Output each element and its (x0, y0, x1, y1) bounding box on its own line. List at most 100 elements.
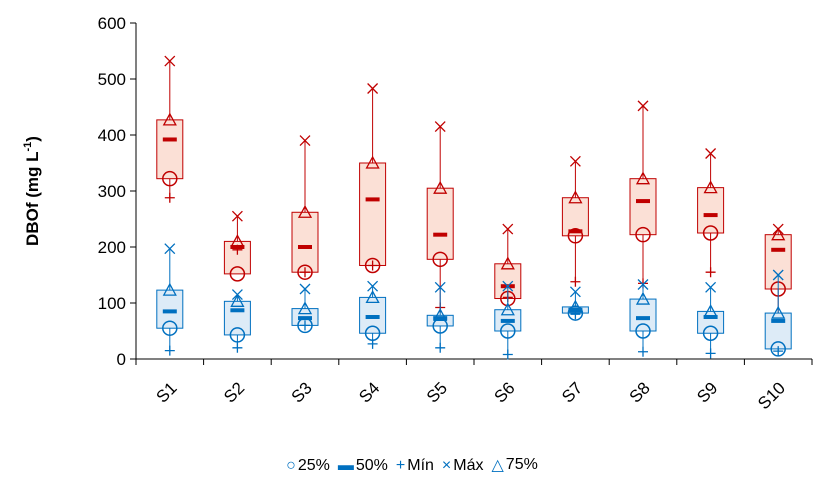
max-marker (299, 135, 311, 147)
x-tick-label: S10 (754, 378, 789, 413)
legend-label: 75% (505, 456, 538, 473)
q1-marker (567, 305, 584, 321)
box-iqr (359, 162, 387, 266)
max-marker (164, 55, 176, 67)
q3-marker (230, 293, 245, 307)
max-marker (502, 223, 514, 235)
max-marker (637, 279, 649, 290)
max-marker (367, 83, 379, 94)
max-marker (434, 121, 446, 133)
y-axis-title-close: ) (23, 136, 42, 142)
legend-item: × Máx (442, 457, 484, 475)
q1-marker (635, 226, 651, 243)
y-axis-title: DBOf (mg L-1) (22, 136, 42, 246)
legend-symbol: △ (491, 457, 504, 474)
box-iqr (697, 310, 725, 334)
min-marker (232, 244, 243, 255)
q1-marker (635, 323, 651, 339)
max-marker (772, 269, 784, 281)
x-tick-label: S8 (626, 378, 654, 406)
q3-marker (433, 307, 448, 321)
q3-marker (500, 302, 515, 316)
max-marker (705, 148, 717, 159)
x-tick-label: S2 (220, 378, 248, 406)
max-marker (164, 243, 176, 255)
min-marker (232, 342, 243, 353)
q1-marker (702, 225, 719, 241)
max-marker (569, 286, 581, 298)
max-marker (569, 155, 581, 167)
y-axis-title-superscript: -1 (22, 142, 34, 152)
q1-marker (702, 325, 719, 341)
q3-marker (162, 112, 177, 126)
max-marker (502, 280, 514, 292)
min-marker (164, 192, 175, 203)
max-marker (772, 223, 784, 235)
box-iqr (629, 178, 657, 236)
q1-marker (229, 327, 246, 343)
max-marker (231, 289, 243, 301)
q3-marker (635, 171, 651, 185)
q1-marker (432, 251, 448, 268)
min-marker (367, 260, 378, 271)
q1-marker (229, 266, 246, 282)
q3-marker (635, 291, 651, 305)
x-tick-label: S6 (490, 378, 518, 406)
x-tick-label: S3 (288, 378, 316, 406)
min-marker (638, 346, 648, 357)
max-marker (299, 283, 311, 295)
y-tick-label: 100 (98, 294, 126, 313)
min-marker (570, 309, 581, 320)
q1-marker (432, 318, 448, 334)
max-marker (637, 100, 649, 112)
y-tick-label: 300 (98, 182, 126, 201)
legend-label: 25% (297, 457, 330, 474)
box-iqr (426, 187, 454, 260)
q3-marker (433, 180, 448, 194)
legend-symbol: × (441, 457, 452, 474)
y-tick-label: 400 (98, 126, 126, 145)
y-tick-label: 600 (98, 14, 126, 33)
min-marker (773, 346, 784, 357)
min-marker (570, 276, 581, 287)
box-plot: 0 100 200 300 400 500 600 S1 S2 S3 S4 S5 S6 S7 S8 S9 S10… (22, 14, 813, 413)
x-tick-label: S5 (423, 378, 451, 406)
q1-marker (297, 317, 313, 334)
max-marker (434, 281, 446, 293)
min-marker (367, 338, 378, 349)
x-tick-label: S9 (693, 378, 721, 406)
min-marker (502, 349, 513, 360)
legend-symbol: + (395, 457, 406, 474)
q3-marker (771, 227, 786, 241)
q3-marker (568, 190, 583, 204)
legend-item: △ 75% (491, 455, 537, 475)
box-iqr (156, 289, 184, 329)
y-tick-label: 200 (98, 238, 126, 257)
x-tick-label: S7 (558, 378, 586, 406)
q3-marker (365, 290, 380, 304)
min-marker (300, 320, 310, 331)
x-tick-label: S1 (152, 378, 180, 406)
q1-marker (162, 320, 178, 336)
q3-marker (500, 256, 515, 270)
y-tick-label: 0 (117, 350, 126, 369)
q1-marker (162, 170, 178, 187)
q1-marker (500, 323, 516, 339)
box-iqr (291, 211, 319, 273)
legend-label: Mín (407, 457, 434, 474)
legend-item: + Mín (396, 457, 434, 475)
q3-marker (365, 155, 380, 169)
min-marker (705, 267, 716, 278)
legend-symbol: ▬ (337, 457, 354, 474)
min-marker (300, 267, 310, 278)
legend: ○ 25% ▬ 50% + Mín × Máx △ 75% (0, 455, 824, 475)
min-marker (164, 345, 175, 356)
min-marker (435, 342, 446, 353)
max-marker (705, 281, 717, 293)
legend-label: 50% (355, 457, 388, 474)
q1-marker (364, 257, 381, 274)
q3-marker (162, 282, 177, 296)
q3-marker (703, 180, 718, 194)
min-marker (705, 348, 716, 359)
